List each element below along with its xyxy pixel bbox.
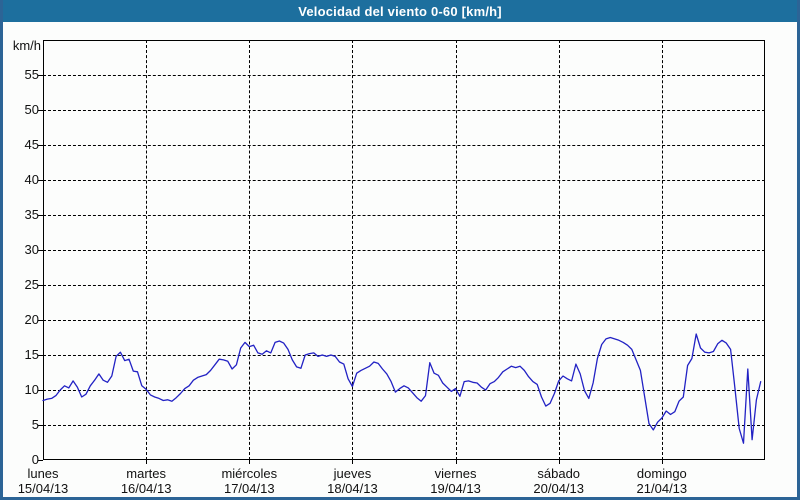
- x-axis-tick: [558, 460, 560, 464]
- chart-title-bar: Velocidad del viento 0-60 [km/h]: [3, 0, 797, 22]
- y-tick-label: 0: [31, 452, 39, 467]
- y-axis-tick: [38, 460, 43, 461]
- wind-speed-series-svg: [42, 333, 762, 444]
- x-day-label: sábado 20/04/13: [514, 466, 604, 496]
- y-gridline: [43, 390, 765, 391]
- y-gridline: [43, 75, 765, 76]
- x-axis-tick: [352, 460, 354, 464]
- day-name-label: lunes: [27, 466, 59, 481]
- day-name-label: miércoles: [221, 466, 278, 481]
- day-date-label: 21/04/13: [636, 481, 688, 496]
- x-gridline: [146, 40, 148, 460]
- y-axis-tick: [38, 390, 43, 391]
- y-gridline: [43, 320, 765, 321]
- y-gridline: [43, 215, 765, 216]
- y-gridline: [43, 250, 765, 251]
- chart-title: Velocidad del viento 0-60 [km/h]: [298, 3, 502, 19]
- x-gridline: [249, 40, 251, 460]
- wind-speed-line: [42, 333, 762, 444]
- x-day-label: domingo 21/04/13: [617, 466, 707, 496]
- y-axis-tick: [38, 75, 43, 76]
- y-tick-label: 45: [24, 137, 39, 152]
- y-gridline: [43, 355, 765, 356]
- y-axis-tick: [38, 355, 43, 356]
- x-gridline: [352, 40, 354, 460]
- day-date-label: 20/04/13: [533, 481, 584, 496]
- y-tick-label: 25: [24, 277, 39, 292]
- y-axis-tick: [38, 285, 43, 286]
- x-gridline: [455, 40, 457, 460]
- x-gridline: [558, 40, 560, 460]
- day-name-label: viernes: [434, 466, 477, 481]
- y-gridline: [43, 180, 765, 181]
- x-axis-tick: [455, 460, 457, 464]
- x-day-label: miércoles 17/04/13: [204, 466, 294, 496]
- y-tick-label: 30: [24, 242, 39, 257]
- y-gridline: [43, 110, 765, 111]
- y-gridline: [43, 145, 765, 146]
- y-axis-tick: [38, 145, 43, 146]
- y-tick-label: 20: [24, 312, 39, 327]
- x-day-label: lunes 15/04/13: [3, 466, 88, 496]
- y-axis-tick: [38, 180, 43, 181]
- y-axis-unit-label: km/h: [12, 38, 41, 53]
- y-tick-label: 5: [31, 417, 39, 432]
- day-date-label: 15/04/13: [17, 481, 69, 496]
- x-day-label: jueves 18/04/13: [307, 466, 397, 496]
- y-axis-tick: [38, 425, 43, 426]
- y-tick-label: 40: [24, 172, 39, 187]
- day-date-label: 18/04/13: [327, 481, 378, 496]
- y-axis-tick: [38, 110, 43, 111]
- x-axis-tick: [661, 460, 663, 464]
- x-day-label: viernes 19/04/13: [411, 466, 501, 496]
- x-gridline: [661, 40, 663, 460]
- x-axis-tick: [146, 460, 148, 464]
- y-axis-tick: [38, 215, 43, 216]
- y-axis-tick: [38, 250, 43, 251]
- y-tick-label: 10: [24, 382, 39, 397]
- y-tick-label: 35: [24, 207, 39, 222]
- y-tick-label: 50: [24, 102, 39, 117]
- x-axis-tick: [249, 460, 251, 464]
- day-name-label: domingo: [636, 466, 687, 481]
- y-axis-tick: [38, 320, 43, 321]
- day-name-label: martes: [126, 466, 166, 481]
- y-tick-label: 15: [24, 347, 39, 362]
- y-gridline: [43, 425, 765, 426]
- day-date-label: 17/04/13: [223, 481, 275, 496]
- day-name-label: sábado: [537, 466, 581, 481]
- day-date-label: 16/04/13: [120, 481, 172, 496]
- y-tick-label: 55: [24, 67, 39, 82]
- day-date-label: 19/04/13: [430, 481, 481, 496]
- x-day-label: martes 16/04/13: [101, 466, 191, 496]
- day-name-label: jueves: [333, 466, 372, 481]
- y-gridline: [43, 285, 765, 286]
